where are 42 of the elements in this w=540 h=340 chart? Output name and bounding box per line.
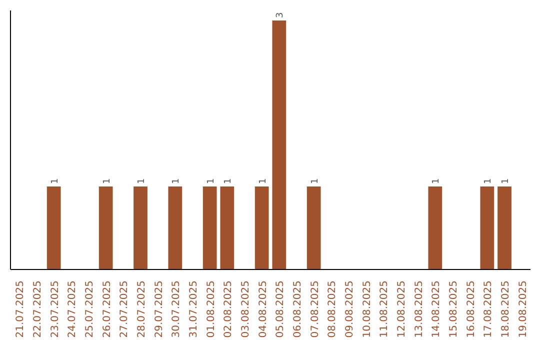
x-tick-label: 03.08.2025: [240, 280, 252, 338]
x-tick-label: 21.07.2025: [15, 280, 26, 338]
data-label: 1: [484, 178, 494, 184]
data-label: 1: [224, 178, 234, 184]
data-label: 3: [276, 12, 286, 18]
x-tick-label: 11.08.2025: [379, 280, 390, 338]
x-tick-label: 18.08.2025: [500, 280, 512, 338]
x-tick-label: 26.07.2025: [102, 280, 113, 338]
x-tick-label: 29.07.2025: [154, 280, 165, 338]
data-label: 1: [102, 178, 112, 184]
x-tick-label: 05.08.2025: [275, 280, 286, 338]
data-label: 1: [432, 178, 442, 184]
x-tick-label: 13.08.2025: [414, 280, 425, 338]
x-tick-label: 07.08.2025: [310, 280, 321, 338]
x-tick-label: 19.08.2025: [518, 280, 529, 338]
x-tick-label: 25.07.2025: [84, 280, 96, 338]
x-tick-label: 22.07.2025: [32, 280, 44, 338]
data-label: 1: [137, 178, 147, 184]
x-tick-label: 15.08.2025: [448, 280, 460, 338]
x-tick-label: 01.08.2025: [206, 280, 217, 338]
x-tick-label: 31.07.2025: [188, 280, 200, 338]
x-tick-label: 06.08.2025: [292, 280, 304, 338]
x-tick-label: 28.07.2025: [136, 280, 148, 338]
data-label: 1: [258, 178, 268, 184]
x-tick-label: 27.07.2025: [119, 280, 130, 338]
x-tick-label: 04.08.2025: [258, 280, 269, 338]
data-label: 1: [206, 178, 216, 184]
x-tick-label: 24.07.2025: [67, 280, 78, 338]
data-label: 1: [310, 178, 320, 184]
x-tick-label: 30.07.2025: [171, 280, 182, 338]
x-tick-label: 08.08.2025: [327, 280, 338, 338]
x-tick-label: 09.08.2025: [344, 280, 356, 338]
x-tick-label: 17.08.2025: [483, 280, 494, 338]
data-label: 1: [50, 178, 60, 184]
data-label: 1: [172, 178, 182, 184]
x-tick-label: 10.08.2025: [362, 280, 373, 338]
data-label: 1: [501, 178, 511, 184]
x-tick-label: 16.08.2025: [466, 280, 477, 338]
x-tick-label: 23.07.2025: [50, 280, 61, 338]
x-tick-label: 02.08.2025: [223, 280, 234, 338]
x-tick-label: 14.08.2025: [431, 280, 442, 338]
x-tick-label: 12.08.2025: [396, 280, 408, 338]
